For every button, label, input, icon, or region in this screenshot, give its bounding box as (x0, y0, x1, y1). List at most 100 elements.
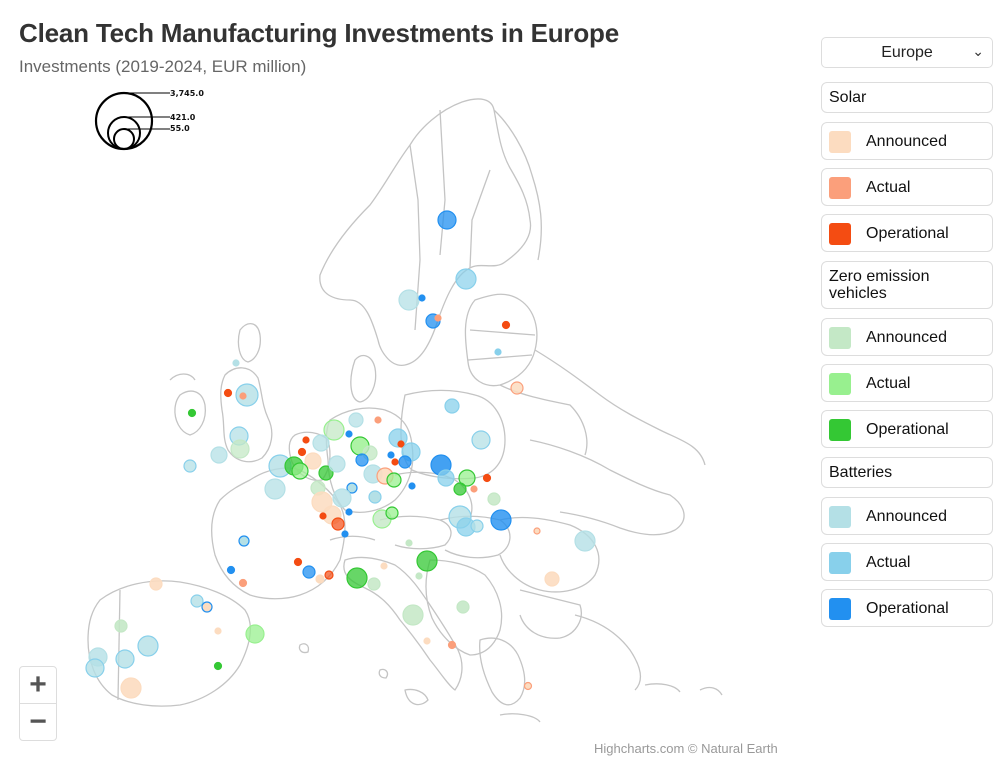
investment-bubbles[interactable] (85, 210, 596, 699)
map-credits[interactable]: Highcharts.com © Natural Earth (594, 741, 778, 756)
bubble-size-legend: 3,745.0 421.0 55.0 (94, 89, 204, 151)
map-bubble (447, 640, 457, 650)
map-bubble (348, 412, 364, 428)
map-bubble (408, 482, 416, 490)
map-bubble (324, 570, 334, 580)
legend-item-solar-actual[interactable]: Actual (821, 168, 993, 206)
map-bubble (190, 594, 204, 608)
bubble-legend-label-medium: 421.0 (170, 113, 196, 122)
map-bubble (302, 436, 310, 444)
map-bubble (387, 451, 395, 459)
map-bubble (367, 577, 381, 591)
map-bubble (232, 359, 240, 367)
legend-item-label: Operational (866, 421, 949, 438)
map-bubble (398, 289, 420, 311)
legend-item-solar-announced[interactable]: Announced (821, 122, 993, 160)
map-bubble (137, 635, 159, 657)
map-bubble (239, 392, 247, 400)
map-bubble (374, 416, 382, 424)
legend-item-label: Operational (866, 600, 949, 617)
legend-item-label: Announced (866, 508, 947, 525)
legend-item-zev-operational[interactable]: Operational (821, 410, 993, 448)
chart-title: Clean Tech Manufacturing Investments in … (19, 18, 619, 48)
map-bubble (201, 601, 213, 613)
map-bubble (291, 462, 309, 480)
map-bubble (345, 508, 353, 516)
legend-item-zev-actual[interactable]: Actual (821, 364, 993, 402)
map-bubble (437, 210, 457, 230)
map-bubble (297, 447, 307, 457)
legend-item-batteries-operational[interactable]: Operational (821, 589, 993, 627)
map-bubble (398, 455, 412, 469)
map-bubble (355, 453, 369, 467)
map-bubble (487, 492, 501, 506)
map-bubble (114, 619, 128, 633)
map-bubble (293, 557, 303, 567)
map-bubble (304, 452, 322, 470)
map-bubble (574, 530, 596, 552)
map-bubble (402, 604, 424, 626)
legend-item-batteries-announced[interactable]: Announced (821, 497, 993, 535)
map-bubble (238, 535, 250, 547)
map-bubble (346, 567, 368, 589)
map-bubble (494, 348, 502, 356)
map-bubble (85, 658, 105, 678)
legend-item-solar-operational[interactable]: Operational (821, 214, 993, 252)
map-bubble (490, 509, 512, 531)
legend-swatch (829, 598, 851, 620)
country-borders (87, 98, 723, 723)
map-bubble (187, 408, 197, 418)
map-bubble (331, 517, 345, 531)
map-bubble (223, 388, 233, 398)
region-select-value: Europe (881, 43, 933, 61)
map-bubble (444, 398, 460, 414)
map-bubble (470, 519, 484, 533)
map-bubble (510, 381, 524, 395)
legend-swatch (829, 327, 851, 349)
map-bubble (346, 482, 358, 494)
map-bubble (385, 506, 399, 520)
map-bubble (501, 320, 511, 330)
bubble-legend-label-large: 3,745.0 (170, 89, 204, 98)
map-bubble (235, 383, 259, 407)
map-bubble (391, 458, 399, 466)
map-bubble (345, 430, 353, 438)
map-bubble (423, 637, 431, 645)
map-bubble (456, 600, 470, 614)
legend-item-label: Actual (866, 375, 911, 392)
map-bubble (149, 577, 163, 591)
map-bubble (380, 562, 388, 570)
legend-item-label: Announced (866, 329, 947, 346)
map-bubble (312, 434, 330, 452)
legend-swatch (829, 177, 851, 199)
map-bubble (319, 512, 327, 520)
legend-item-label: Actual (866, 179, 911, 196)
map-bubble (238, 578, 248, 588)
legend-swatch (829, 552, 851, 574)
map-bubble (416, 550, 438, 572)
map-bubble (455, 268, 477, 290)
map-bubble (482, 473, 492, 483)
legend-item-zev-announced[interactable]: Announced (821, 318, 993, 356)
zoom-out-button[interactable]: − (19, 703, 57, 741)
map-bubble (458, 469, 476, 487)
map-bubble (245, 624, 265, 644)
chevron-down-icon: ⌄ (972, 43, 984, 59)
map-bubble (533, 527, 541, 535)
legend-swatch (829, 373, 851, 395)
map-bubble (405, 539, 413, 547)
europe-map[interactable]: 3,745.0 421.0 55.0 (0, 0, 815, 761)
map-bubble (470, 485, 478, 493)
region-select[interactable]: Europe ⌄ (821, 37, 993, 68)
map-bubble (453, 482, 467, 496)
map-bubble (315, 574, 325, 584)
legend-item-batteries-actual[interactable]: Actual (821, 543, 993, 581)
legend-swatch (829, 131, 851, 153)
map-bubble (415, 572, 423, 580)
map-bubble (332, 488, 352, 508)
legend-swatch (829, 223, 851, 245)
zoom-in-button[interactable]: + (19, 666, 57, 704)
legend-item-label: Announced (866, 133, 947, 150)
map-bubble (264, 478, 286, 500)
map-bubble (323, 419, 345, 441)
